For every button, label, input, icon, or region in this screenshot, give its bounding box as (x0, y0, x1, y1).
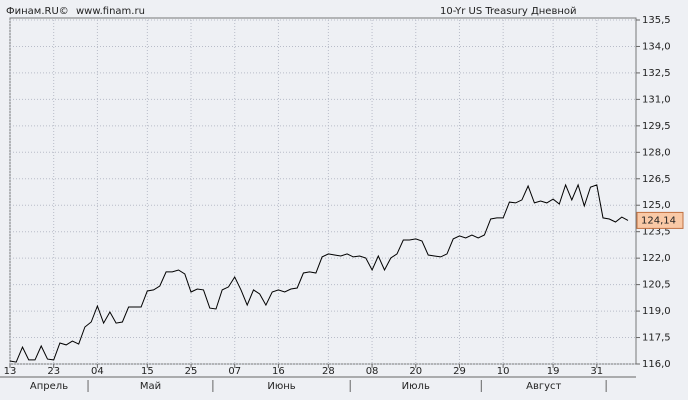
month-label: Апрель (30, 381, 68, 392)
x-tick-label: 10 (497, 366, 510, 377)
y-tick-label: 122,0 (642, 253, 671, 264)
month-label: Июль (402, 381, 430, 392)
x-tick-label: 23 (47, 366, 60, 377)
x-tick-label: 08 (366, 366, 379, 377)
x-tick-label: 20 (409, 366, 422, 377)
y-tick-label: 132,5 (642, 68, 671, 79)
last-value-box (636, 211, 684, 229)
x-tick-label: 16 (272, 366, 285, 377)
month-label: Август (526, 381, 561, 392)
x-tick-label: 13 (4, 366, 17, 377)
y-tick-label: 116,0 (642, 359, 671, 370)
x-tick-label: 04 (91, 366, 104, 377)
y-tick-label: 126,5 (642, 174, 671, 185)
x-tick-label: 29 (453, 366, 466, 377)
y-tick-label: 129,5 (642, 121, 671, 132)
y-tick-label: 117,5 (642, 333, 671, 344)
last-value-label: 124,14 (641, 215, 676, 226)
chart-title: 10-Yr US Treasury Дневной (440, 6, 577, 17)
y-tick-label: 125,0 (642, 200, 671, 211)
x-tick-label: 15 (141, 366, 154, 377)
y-tick-label: 119,0 (642, 306, 671, 317)
x-tick-label: 07 (228, 366, 241, 377)
y-tick-label: 128,0 (642, 147, 671, 158)
x-tick-label: 31 (590, 366, 603, 377)
x-tick-label: 25 (185, 366, 198, 377)
y-tick-label: 120,5 (642, 280, 671, 291)
y-tick-label: 123,5 (642, 227, 671, 238)
month-label: Июнь (267, 381, 295, 392)
month-label: Май (140, 381, 161, 392)
url: www.finam.ru (76, 6, 145, 17)
x-tick-label: 28 (322, 366, 335, 377)
plot-area (9, 17, 637, 365)
x-tick-label: 19 (547, 366, 560, 377)
source: Финам.RU© (6, 6, 69, 17)
y-tick-label: 131,0 (642, 94, 671, 105)
price-line (9, 183, 629, 363)
y-tick-label: 135,5 (642, 15, 671, 26)
y-tick-label: 134,0 (642, 41, 671, 52)
